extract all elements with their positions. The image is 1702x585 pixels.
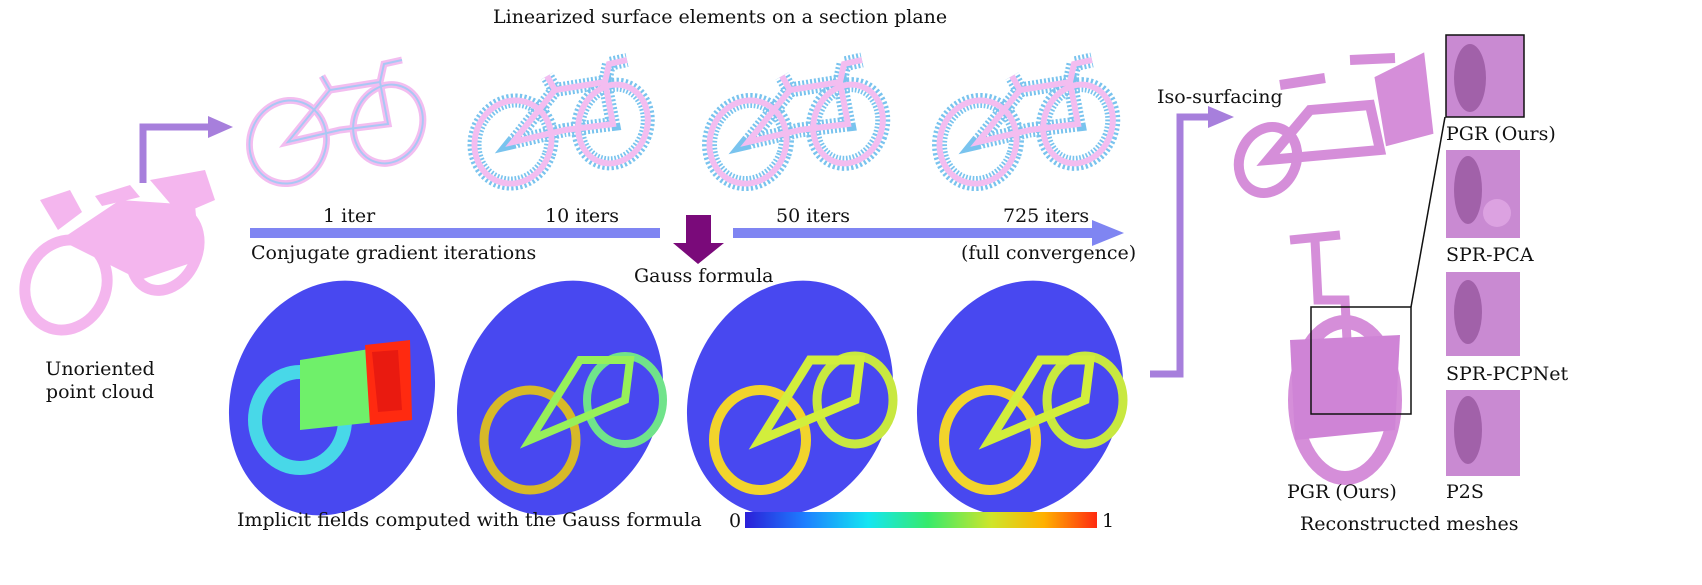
thumb-p2s	[1446, 390, 1520, 476]
implicit-field-50	[686, 280, 898, 516]
figure-title: Linearized surface elements on a section…	[493, 6, 948, 28]
method-label-pgr: PGR (Ours)	[1446, 123, 1556, 145]
fields-caption: Implicit fields computed with the Gauss …	[237, 509, 702, 531]
thumb-pgr	[1445, 34, 1525, 118]
surface-elements-725	[928, 60, 1124, 194]
isosurfacing-arrow	[1150, 106, 1234, 378]
iter-label-1: 1 iter	[323, 205, 376, 227]
method-label-spr-pca: SPR-PCA	[1446, 244, 1534, 266]
colorbar	[745, 512, 1097, 528]
cg-iterations-label: Conjugate gradient iterations	[251, 242, 537, 264]
input-point-cloud	[19, 170, 215, 336]
implicit-field-10	[456, 280, 667, 516]
input-label-line2: point cloud	[45, 381, 155, 403]
iter-label-50: 50 iters	[776, 205, 851, 227]
reconstructed-mesh-top	[1233, 52, 1434, 199]
method-label-p2s: P2S	[1446, 481, 1484, 503]
reconstructed-mesh-main	[1288, 116, 1446, 485]
implicit-field-1	[228, 280, 436, 516]
main-mesh-label: PGR (Ours)	[1287, 481, 1397, 503]
method-label-spr-pcpnet: SPR-PCPNet	[1446, 363, 1569, 385]
surface-elements-10	[463, 60, 659, 194]
iteration-bar	[250, 220, 1124, 246]
thumb-spr-pcpnet	[1446, 272, 1520, 356]
isosurfacing-label: Iso-surfacing	[1157, 86, 1283, 108]
thumb-spr-pca	[1446, 150, 1520, 238]
colorbar-min-label: 0	[729, 510, 742, 532]
meshes-caption: Reconstructed meshes	[1300, 513, 1519, 535]
colorbar-max-label: 1	[1102, 510, 1115, 532]
convergence-note: (full convergence)	[961, 242, 1137, 264]
arrow-to-elements	[139, 116, 233, 183]
iter-label-10: 10 iters	[545, 205, 620, 227]
gauss-arrow	[673, 215, 724, 264]
surface-elements-1	[238, 60, 434, 194]
implicit-field-725	[916, 280, 1128, 516]
iter-label-725: 725 iters	[1003, 205, 1090, 227]
surface-elements-50	[698, 60, 894, 194]
input-label-line1: Unoriented	[45, 358, 155, 380]
gauss-formula-label: Gauss formula	[634, 265, 774, 287]
